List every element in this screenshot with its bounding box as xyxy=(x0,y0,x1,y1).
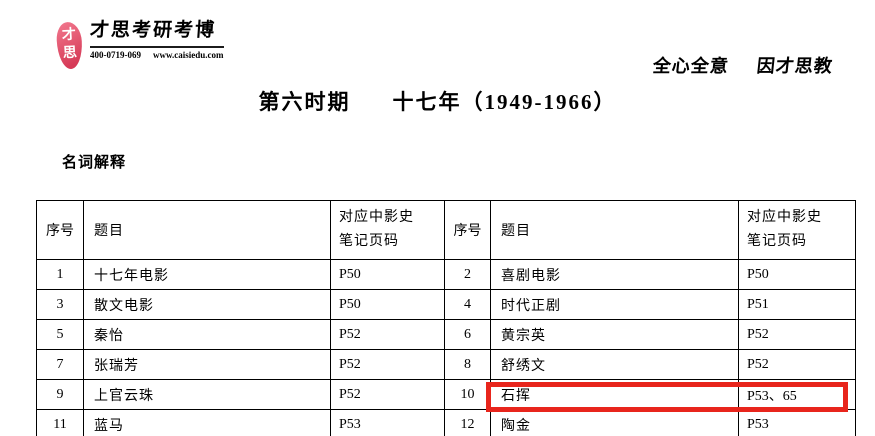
serial-cell: 9 xyxy=(36,379,84,410)
header-title-left: 题目 xyxy=(83,200,331,260)
brand-name: 才思考研考博 xyxy=(89,20,217,41)
header-page-line1: 对应中影史 xyxy=(339,210,414,225)
title-cell: 时代正剧 xyxy=(490,289,739,320)
table-row: 3 散文电影 P50 4 时代正剧 P51 xyxy=(36,289,856,320)
serial-cell: 2 xyxy=(444,259,491,290)
serial-cell: 3 xyxy=(36,289,84,320)
serial-cell: 6 xyxy=(444,319,491,350)
page-cell: P53 xyxy=(330,409,445,436)
header-slogan: 全心全意 因才思教 xyxy=(652,52,835,78)
page-cell: P50 xyxy=(738,259,856,290)
title-cell: 十七年电影 xyxy=(83,259,331,290)
header-page-left: 对应中影史 笔记页码 xyxy=(330,200,445,260)
table-row: 11 蓝马 P53 12 陶金 P53 xyxy=(36,409,856,436)
serial-cell: 4 xyxy=(444,289,491,320)
page-cell: P50 xyxy=(330,289,445,320)
seal-char-top: 才 xyxy=(61,27,77,44)
slogan-part2: 因才思教 xyxy=(755,56,834,76)
title-years: 十七年（1949-1966） xyxy=(392,90,617,114)
section-heading: 名词解释 xyxy=(62,155,127,171)
title-cell: 蓝马 xyxy=(83,409,331,436)
page-cell: P53、65 xyxy=(738,379,856,410)
table-header: 序号 题目 对应中影史 笔记页码 序号 题目 对应中影史 笔记页码 xyxy=(36,200,856,260)
header-row: 序号 题目 对应中影史 笔记页码 序号 题目 对应中影史 笔记页码 xyxy=(36,200,856,260)
table-body: 1 十七年电影 P50 2 喜剧电影 P50 3 散文电影 P50 4 时代正剧… xyxy=(36,259,856,436)
title-period: 第六时期 xyxy=(258,90,351,114)
header-serial-right: 序号 xyxy=(444,200,491,260)
brand-website: www.caisiedu.com xyxy=(153,50,224,60)
serial-cell: 12 xyxy=(444,409,491,436)
terms-table: 序号 题目 对应中影史 笔记页码 序号 题目 对应中影史 笔记页码 1 十七年电… xyxy=(36,200,856,436)
title-cell: 陶金 xyxy=(490,409,739,436)
serial-cell: 5 xyxy=(36,319,84,350)
header-serial-left: 序号 xyxy=(36,200,84,260)
header-title-right: 题目 xyxy=(490,200,739,260)
page-title: 第六时期 十七年（1949-1966） xyxy=(0,86,875,116)
serial-cell: 8 xyxy=(444,349,491,380)
brand-contact: 400-0719-069 www.caisiedu.com xyxy=(90,46,224,60)
title-cell: 秦怡 xyxy=(83,319,331,350)
page-cell: P52 xyxy=(738,349,856,380)
page-cell: P52 xyxy=(738,319,856,350)
page-cell: P51 xyxy=(738,289,856,320)
title-cell: 舒绣文 xyxy=(490,349,739,380)
table-row: 1 十七年电影 P50 2 喜剧电影 P50 xyxy=(36,259,856,290)
header-page-right: 对应中影史 笔记页码 xyxy=(738,200,856,260)
header-page-line1: 对应中影史 xyxy=(747,210,822,225)
table-row: 7 张瑞芳 P52 8 舒绣文 P52 xyxy=(36,349,856,380)
brand-phone: 400-0719-069 xyxy=(90,50,141,60)
brand-text-block: 才思考研考博 400-0719-069 www.caisiedu.com xyxy=(89,18,224,60)
seal-char-bottom: 思 xyxy=(62,45,78,62)
page-cell: P52 xyxy=(330,319,445,350)
title-cell: 上官云珠 xyxy=(83,379,331,410)
serial-cell: 10 xyxy=(444,379,491,410)
page-cell: P52 xyxy=(330,379,445,410)
page-cell: P53 xyxy=(738,409,856,436)
caisi-seal-icon: 才 思 xyxy=(55,21,84,70)
title-cell: 喜剧电影 xyxy=(490,259,739,290)
page-cell: P50 xyxy=(330,259,445,290)
title-cell: 石挥 xyxy=(490,379,739,410)
serial-cell: 11 xyxy=(36,409,84,436)
serial-cell: 1 xyxy=(36,259,84,290)
title-cell: 张瑞芳 xyxy=(83,349,331,380)
brand-logo: 才 思 才思考研考博 400-0719-069 www.caisiedu.com xyxy=(55,18,224,70)
serial-cell: 7 xyxy=(36,349,84,380)
title-cell: 黄宗英 xyxy=(490,319,739,350)
page-cell: P52 xyxy=(330,349,445,380)
header-page-line2: 笔记页码 xyxy=(339,234,399,249)
table-row: 5 秦怡 P52 6 黄宗英 P52 xyxy=(36,319,856,350)
slogan-part1: 全心全意 xyxy=(651,56,730,76)
table-row-highlighted: 9 上官云珠 P52 10 石挥 P53、65 xyxy=(36,379,856,410)
header-page-line2: 笔记页码 xyxy=(747,234,807,249)
title-cell: 散文电影 xyxy=(83,289,331,320)
